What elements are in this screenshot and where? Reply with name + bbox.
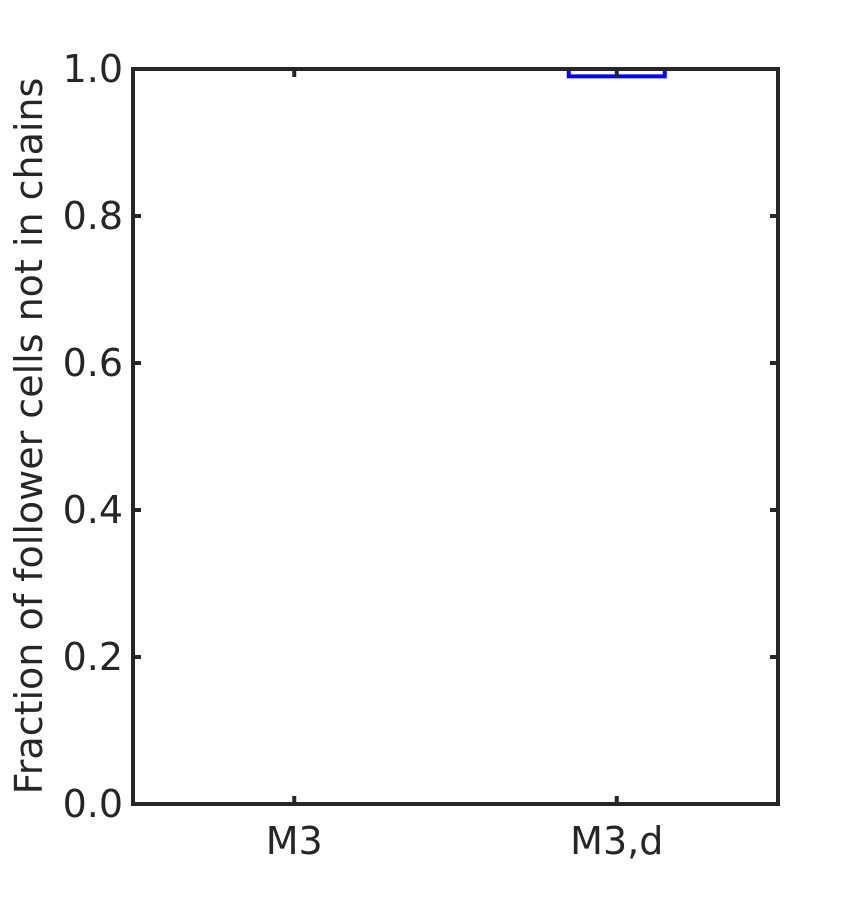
y-tick-label: 0.6 bbox=[63, 341, 123, 385]
y-tick-label: 0.2 bbox=[63, 635, 123, 679]
y-tick-label: 0.4 bbox=[63, 488, 123, 532]
y-tick-label: 1.0 bbox=[63, 47, 123, 91]
boxes-layer bbox=[246, 67, 667, 806]
ticks-layer: 0.0 0.2 0.4 0.6 0.8 1.0 M3 M3,d bbox=[63, 47, 778, 863]
x-tick-label: M3 bbox=[266, 819, 323, 863]
y-tick-label: 0.8 bbox=[63, 194, 123, 238]
plot-frame bbox=[131, 67, 780, 806]
y-axis-label: Fraction of follower cells not in chains bbox=[7, 78, 51, 795]
x-tick-label: M3,d bbox=[570, 819, 663, 863]
y-tick-label: 0.0 bbox=[63, 782, 123, 826]
